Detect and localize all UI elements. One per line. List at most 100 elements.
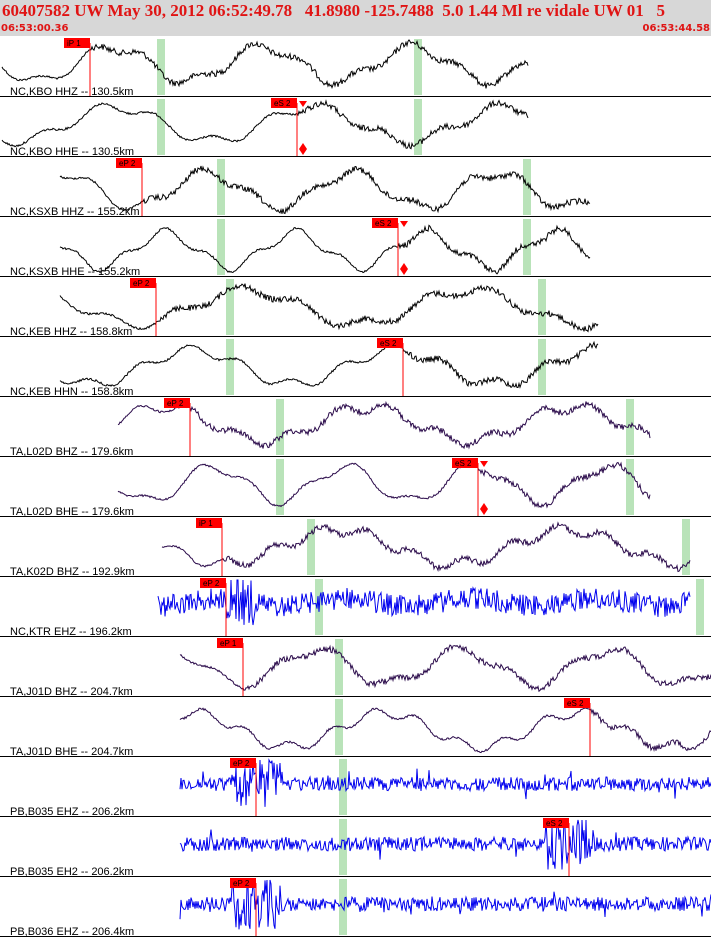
- amplitude-marker: [299, 143, 307, 155]
- window-marker: [626, 459, 634, 515]
- station-label: NC,KEB HHZ -- 158.8km: [10, 326, 132, 338]
- trace-row[interactable]: eS 2 PB,B035 EH2 -- 206.2km: [0, 818, 711, 878]
- pick-label: eP 2: [119, 159, 136, 168]
- waveform: [59, 340, 599, 389]
- pick-flag: [372, 218, 398, 228]
- theoretical-arrival-marker: [400, 221, 408, 227]
- theoretical-arrival-marker: [299, 101, 307, 107]
- trace-row[interactable]: eS 2 NC,KSXB HHE -- 155.2km: [0, 218, 711, 278]
- theoretical-arrival-marker: [480, 461, 488, 467]
- waveform: [157, 579, 691, 626]
- waveform: [161, 521, 691, 573]
- trace-row[interactable]: eS 2 NC,KBO HHE -- 130.5km: [0, 98, 711, 158]
- window-marker: [414, 99, 422, 155]
- window-marker: [226, 279, 234, 335]
- window-marker: [626, 399, 634, 455]
- window-marker: [157, 39, 165, 95]
- window-marker: [682, 519, 690, 575]
- trace-row[interactable]: iP 1 NC,KBO HHZ -- 130.5km: [0, 38, 711, 98]
- window-marker: [307, 519, 315, 575]
- station-label: NC,KSXB HHE -- 155.2km: [10, 266, 140, 278]
- pick-label: eP 1: [220, 639, 237, 648]
- window-marker: [414, 39, 422, 95]
- station-label: NC,KEB HHN -- 158.8km: [10, 386, 133, 398]
- waveform: [1, 99, 529, 150]
- pick-flag: [116, 158, 142, 168]
- pick-flag: [196, 518, 222, 528]
- pick-label: eP 2: [167, 399, 184, 408]
- trace-row[interactable]: eP 2 PB,B036 EHZ -- 206.4km: [0, 878, 711, 938]
- window-marker: [523, 159, 531, 215]
- station-label: PB,B035 EH2 -- 206.2km: [10, 866, 134, 878]
- pick-label: eS 2: [567, 699, 584, 708]
- station-label: NC,KTR EHZ -- 196.2km: [10, 626, 132, 638]
- window-marker: [339, 879, 347, 935]
- window-marker: [538, 279, 546, 335]
- pick-label: eP 2: [233, 879, 250, 888]
- trace-row[interactable]: eP 1 TA,J01D BHZ -- 204.7km: [0, 638, 711, 698]
- waveform: [59, 283, 599, 333]
- pick-flag: [230, 758, 256, 768]
- trace-row[interactable]: eP 2 PB,B035 EHZ -- 206.2km: [0, 758, 711, 818]
- seismogram-panel[interactable]: iP 1 NC,KBO HHZ -- 130.5km eS 2 NC,KBO HHE …: [0, 37, 711, 938]
- pick-flag: [271, 98, 297, 108]
- pick-flag: [64, 38, 90, 48]
- window-marker: [226, 339, 234, 395]
- amplitude-marker: [480, 503, 488, 515]
- pick-label: eP 2: [133, 279, 150, 288]
- waveform: [117, 461, 651, 509]
- pick-label: iP 1: [199, 519, 213, 528]
- window-marker: [276, 459, 284, 515]
- station-label: TA,J01D BHE -- 204.7km: [10, 746, 133, 758]
- window-marker: [217, 219, 225, 275]
- waveform: [179, 879, 711, 930]
- pick-flag: [564, 698, 590, 708]
- station-label: PB,B035 EHZ -- 206.2km: [10, 806, 134, 818]
- trace-row[interactable]: eP 2 NC,KTR EHZ -- 196.2km: [0, 578, 711, 638]
- pick-flag: [200, 578, 226, 588]
- trace-row[interactable]: eP 2 TA,L02D BHZ -- 179.6km: [0, 398, 711, 458]
- pick-label: eS 2: [546, 819, 563, 828]
- waveform: [117, 400, 651, 450]
- pick-flag: [130, 278, 156, 288]
- seismogram-traces-svg[interactable]: iP 1 NC,KBO HHZ -- 130.5km eS 2 NC,KBO HHE …: [0, 37, 711, 938]
- station-label: NC,KBO HHZ -- 130.5km: [10, 86, 133, 98]
- event-header: 60407582 UW May 30, 2012 06:52:49.78 41.…: [0, 0, 711, 36]
- station-label: TA,J01D BHZ -- 204.7km: [10, 686, 133, 698]
- pick-label: eS 2: [274, 99, 291, 108]
- waveform: [179, 707, 711, 754]
- station-label: TA,L02D BHE -- 179.6km: [10, 506, 134, 518]
- pick-label: eS 2: [375, 219, 392, 228]
- waveform: [179, 644, 711, 693]
- trace-row[interactable]: eP 2 NC,KEB HHZ -- 158.8km: [0, 278, 711, 338]
- trace-row[interactable]: eS 2 TA,J01D BHE -- 204.7km: [0, 698, 711, 758]
- station-label: TA,L02D BHZ -- 179.6km: [10, 446, 133, 458]
- station-label: PB,B036 EHZ -- 206.4km: [10, 926, 134, 938]
- window-marker: [217, 159, 225, 215]
- pick-label: eP 2: [233, 759, 250, 768]
- trace-row[interactable]: eS 2 TA,L02D BHE -- 179.6km: [0, 458, 711, 518]
- window-marker: [335, 639, 343, 695]
- waveform: [179, 758, 711, 807]
- station-label: NC,KBO HHE -- 130.5km: [10, 146, 134, 158]
- window-marker: [523, 219, 531, 275]
- event-title: 60407582 UW May 30, 2012 06:52:49.78 41.…: [2, 1, 665, 20]
- pick-label: eS 2: [380, 339, 397, 348]
- start-time-label: 06:53:00.36: [1, 23, 69, 34]
- window-marker: [157, 99, 165, 155]
- waveform: [179, 819, 711, 870]
- waveform: [59, 165, 591, 215]
- pick-label: eS 2: [455, 459, 472, 468]
- pick-flag: [543, 818, 569, 828]
- trace-row[interactable]: eP 2 NC,KSXB HHZ -- 155.2km: [0, 158, 711, 218]
- pick-flag: [377, 338, 403, 348]
- pick-flag: [230, 878, 256, 888]
- waveform: [59, 224, 591, 275]
- window-marker: [339, 819, 347, 875]
- trace-row[interactable]: eS 2 NC,KEB HHN -- 158.8km: [0, 338, 711, 398]
- amplitude-marker: [400, 263, 408, 275]
- trace-row[interactable]: iP 1 TA,K02D BHZ -- 192.9km: [0, 518, 711, 578]
- pick-flag: [164, 398, 190, 408]
- station-label: TA,K02D BHZ -- 192.9km: [10, 566, 135, 578]
- window-marker: [538, 339, 546, 395]
